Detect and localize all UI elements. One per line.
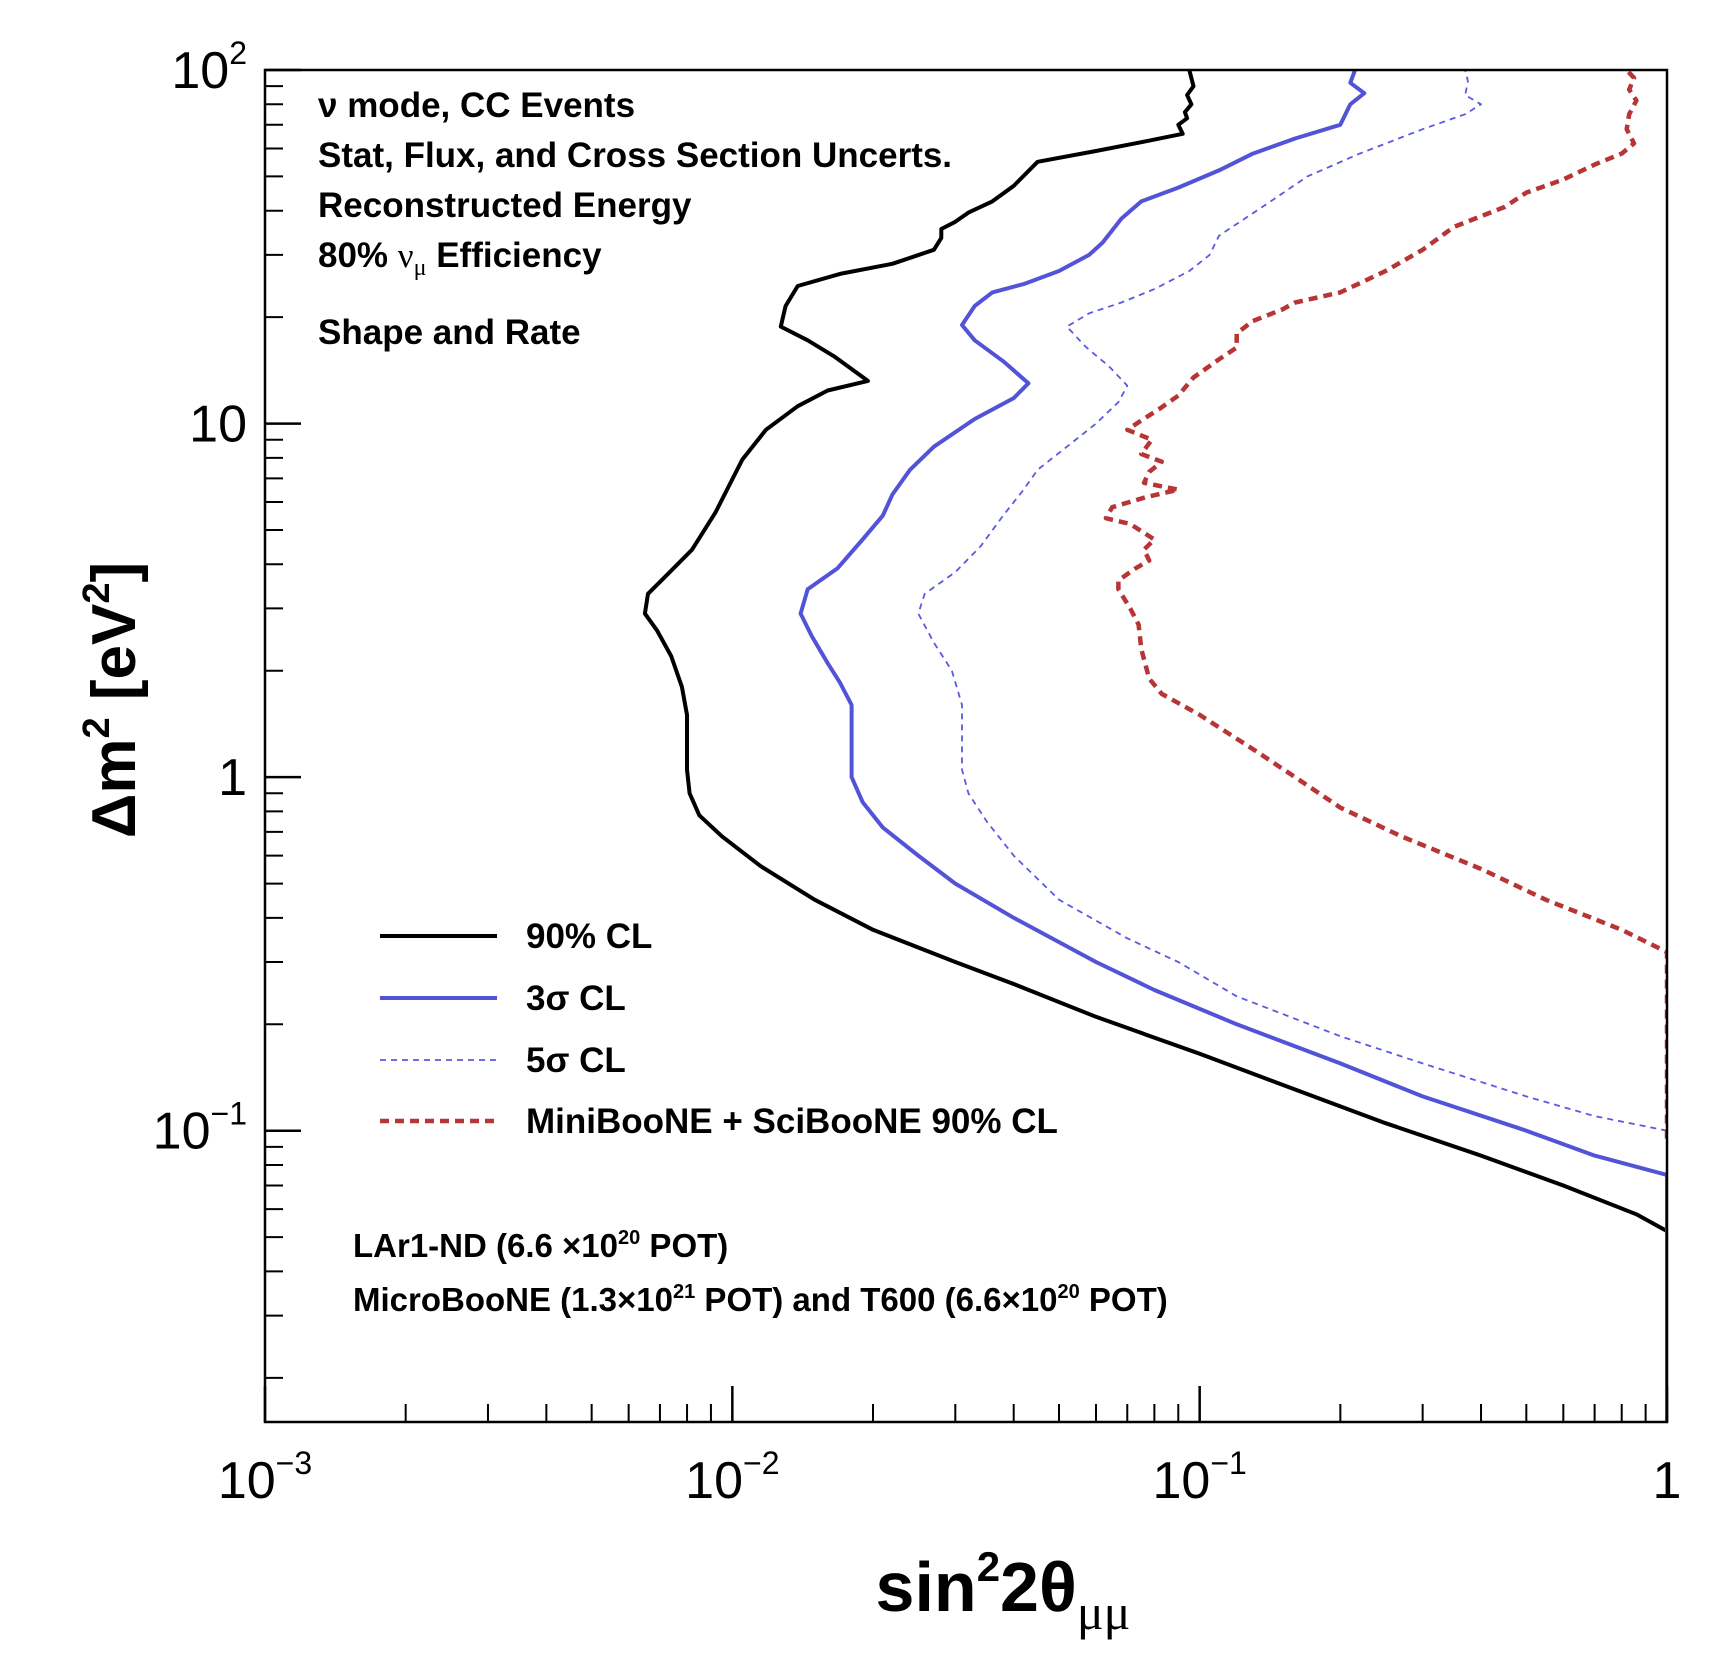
y-tick-label: 10 <box>189 396 247 454</box>
series-3sigma-line <box>798 70 1667 1422</box>
series-layer <box>642 70 1667 1422</box>
y-tick-label: 10−1 <box>153 1096 247 1161</box>
legend-3sigma-label: 3σ CL <box>526 979 626 1018</box>
legend: 90% CL 3σ CL 5σ CL MiniBooNE + SciBooNE 90%… <box>380 917 1058 1141</box>
annotation-line-2: Stat, Flux, and Cross Section Uncerts. <box>318 136 952 175</box>
minor-ticks <box>265 85 1647 1422</box>
y-axis-title: Δm2 [eV2] <box>76 562 149 838</box>
series-5sigma-line <box>917 70 1667 1132</box>
tick-labels: 10−3 10−2 10−1 1 10−1 1 10 102 <box>153 35 1682 1510</box>
legend-90cl-label: 90% CL <box>526 917 652 956</box>
series-miniboone-sciboone-line <box>1103 70 1667 1139</box>
legend-5sigma-label: 5σ CL <box>526 1041 626 1080</box>
y-tick-label: 102 <box>171 35 247 100</box>
exposure-line-2: MicroBooNE (1.3×1021 POT) and T600 (6.6×… <box>353 1281 1168 1318</box>
plot-frame <box>263 68 1669 1424</box>
y-tick-label: 1 <box>218 749 247 807</box>
x-tick-label: 10−1 <box>1153 1445 1247 1510</box>
x-axis-title: sin22θμμ <box>876 1543 1131 1640</box>
annotation-shape-rate: Shape and Rate <box>318 313 581 352</box>
legend-miniboone-label: MiniBooNE + SciBooNE 90% CL <box>526 1102 1058 1141</box>
x-tick-label: 1 <box>1653 1452 1682 1510</box>
exposure-line-1: LAr1-ND (6.6 ×1020 POT) <box>353 1227 728 1264</box>
x-tick-label: 10−2 <box>685 1445 779 1510</box>
annotation-block: ν mode, CC Events Stat, Flux, and Cross … <box>318 86 952 352</box>
x-tick-label: 10−3 <box>218 1445 312 1510</box>
annotation-line-3: Reconstructed Energy <box>318 186 692 225</box>
annotation-efficiency: 80% νμ Efficiency <box>318 236 602 281</box>
annotation-line-1: ν mode, CC Events <box>318 86 635 125</box>
exposure-block: LAr1-ND (6.6 ×1020 POT) MicroBooNE (1.3×… <box>353 1227 1168 1318</box>
series-90cl-line <box>642 70 1667 1422</box>
